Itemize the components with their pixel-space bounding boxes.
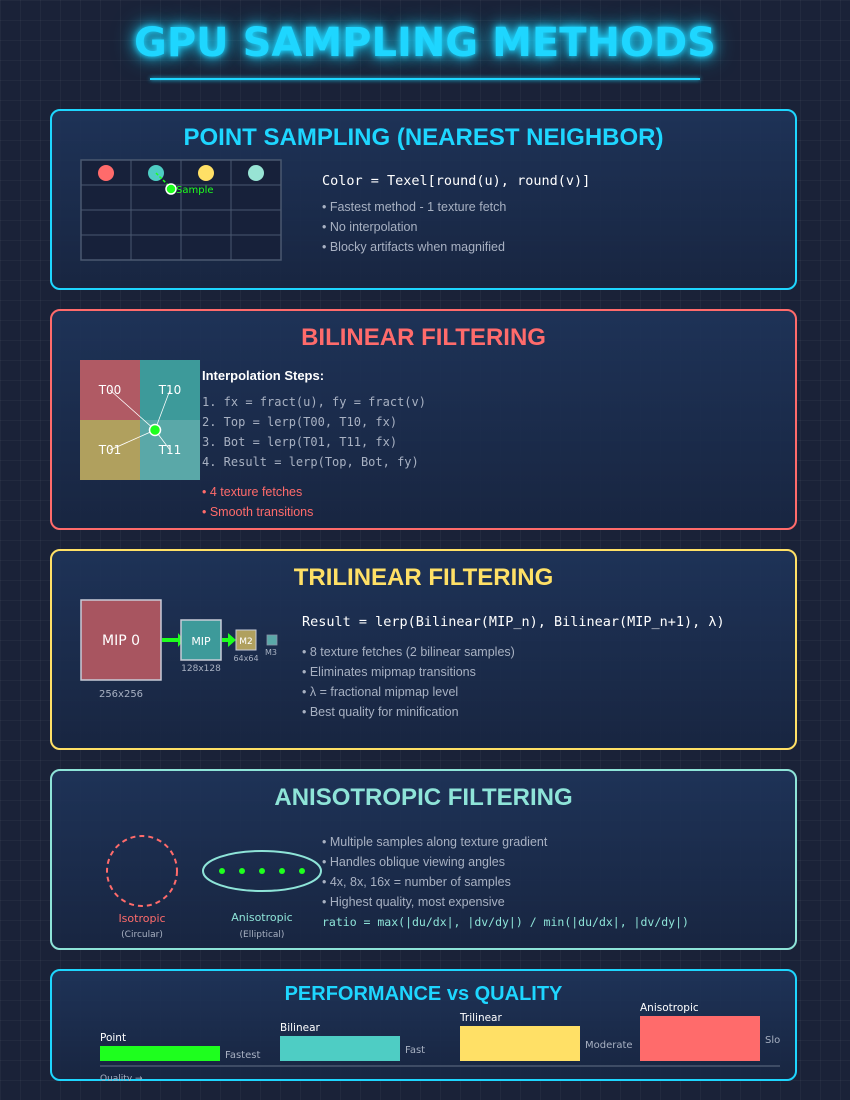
anisotropic-title: ANISOTROPIC FILTERING [274,784,573,811]
texel-dot [198,165,214,181]
weight-line [154,389,171,431]
perf-bar-speed-point: Fastest [225,1050,260,1061]
isotropic-label: Isotropic [118,912,165,925]
mip-arrow [222,633,236,647]
mip-size-2: 64x64 [233,654,258,663]
anisotropic-panel: ANISOTROPIC FILTERING Isotropic (Circula… [50,769,797,950]
trilinear-bullet: • 8 texture fetches (2 bilinear samples) [302,645,515,659]
texel-label-t11: T11 [158,443,182,457]
aniso-sample-dot [239,868,245,874]
steps-title: Interpolation Steps: [202,368,325,383]
trilinear-bullet: • λ = fractional mipmap level [302,685,459,699]
trilinear-bullet: • Eliminates mipmap transitions [302,665,476,679]
trilinear-formula: Result = lerp(Bilinear(MIP_n), Bilinear(… [302,614,725,630]
perf-bar-name-anisotropic: Anisotropic [640,1002,699,1014]
anisotropic-label: Anisotropic [231,911,292,924]
texel-dot [98,165,114,181]
point-sampling-panel: POINT SAMPLING (NEAREST NEIGHBOR) Sample… [50,109,797,290]
mip-size-0: 256x256 [99,689,143,700]
anisotropic-bullet: • Multiple samples along texture gradien… [322,835,548,849]
texel-label-t01: T01 [98,443,122,457]
perf-bar-anisotropic [640,1016,760,1061]
quality-axis-label: Quality → [100,1074,143,1081]
weight-line [109,389,156,431]
isotropic-sublabel: (Circular) [121,930,163,940]
point-sampling-grid: Sample [80,159,282,261]
texel-label-t00: T00 [98,383,122,397]
perf-bar-speed-bilinear: Fast [405,1045,425,1056]
texel-label-t10: T10 [158,383,182,397]
bilinear-panel: BILINEAR FILTERING T00 T10 T01 T11 Inter… [50,309,797,530]
aniso-sample-dot [299,868,305,874]
mip-label-0: MIP 0 [102,633,140,649]
bilinear-note: • 4 texture fetches [202,485,303,499]
isotropic-footprint [106,835,178,907]
mip-label-2: M2 [239,637,253,647]
mip-level-3 [266,634,278,646]
point-bullet: • Blocky artifacts when magnified [322,240,505,254]
perf-bar-name-bilinear: Bilinear [280,1022,321,1034]
anisotropic-sublabel: (Elliptical) [240,930,285,940]
anisotropic-bullet: • Handles oblique viewing angles [322,855,505,869]
perf-bar-name-trilinear: Trilinear [459,1012,502,1024]
performance-chart: Quality → Point Fastest Bilinear Fast Tr… [100,1002,780,1081]
anisotropic-formula: ratio = max(|du/dx|, |dv/dy|) / min(|du/… [322,915,689,929]
perf-bar-trilinear [460,1026,580,1061]
sample-label: Sample [176,185,214,196]
point-bullet: • No interpolation [322,220,418,234]
point-sampling-title: POINT SAMPLING (NEAREST NEIGHBOR) [183,124,664,151]
mip-label-1: MIP [191,635,211,648]
anisotropic-footprint [202,850,322,892]
trilinear-panel: TRILINEAR FILTERING MIP 0 256x256 MIP 12… [50,549,797,750]
anisotropic-bullet: • Highest quality, most expensive [322,895,505,909]
interpolation-step: 3. Bot = lerp(T01, T11, fx) [202,435,398,449]
perf-bar-speed-anisotropic: Slow [765,1035,780,1046]
texel-dot [248,165,264,181]
interpolation-step: 2. Top = lerp(T00, T10, fx) [202,415,398,429]
aniso-sample-dot [279,868,285,874]
bilinear-title: BILINEAR FILTERING [301,324,546,351]
filter-footprint-diagram: Isotropic (Circular) Anisotropic (Ellipt… [106,835,322,940]
perf-bar-point [100,1046,220,1061]
performance-title: PERFORMANCE vs QUALITY [284,983,563,1005]
aniso-sample-dot [259,868,265,874]
trilinear-title: TRILINEAR FILTERING [293,564,554,591]
weight-line [109,429,156,451]
perf-bar-speed-trilinear: Moderate [585,1040,633,1051]
mip-arrow [162,633,184,647]
bilinear-texel-diagram: T00 T10 T01 T11 [80,360,200,480]
mip-size-1: 128x128 [181,664,221,674]
perf-bar-bilinear [280,1036,400,1061]
interpolation-step: 4. Result = lerp(Top, Bot, fy) [202,455,419,469]
page-title: GPU SAMPLING METHODS [134,20,716,66]
anisotropic-bullet: • 4x, 8x, 16x = number of samples [322,875,511,889]
aniso-sample-dot [219,868,225,874]
bilinear-sample-point [148,423,162,437]
trilinear-bullet: • Best quality for minification [302,705,459,719]
point-formula: Color = Texel[round(u), round(v)] [322,173,591,189]
perf-bar-name-point: Point [100,1032,126,1044]
mip-level-0 [80,599,162,681]
mip-level-1 [180,619,222,661]
interpolation-step: 1. fx = fract(u), fy = fract(v) [202,395,426,409]
mip-chain-diagram: MIP 0 256x256 MIP 128x128 M2 64x64 M3 [80,599,278,700]
sample-point [165,183,177,195]
mip-size-3: M3 [265,648,277,657]
bilinear-note: • Smooth transitions [202,505,314,519]
performance-panel: PERFORMANCE vs QUALITY Quality → Point F… [50,969,797,1081]
title-underline [150,78,700,80]
point-bullet: • Fastest method - 1 texture fetch [322,200,507,214]
mip-level-2 [235,629,257,651]
